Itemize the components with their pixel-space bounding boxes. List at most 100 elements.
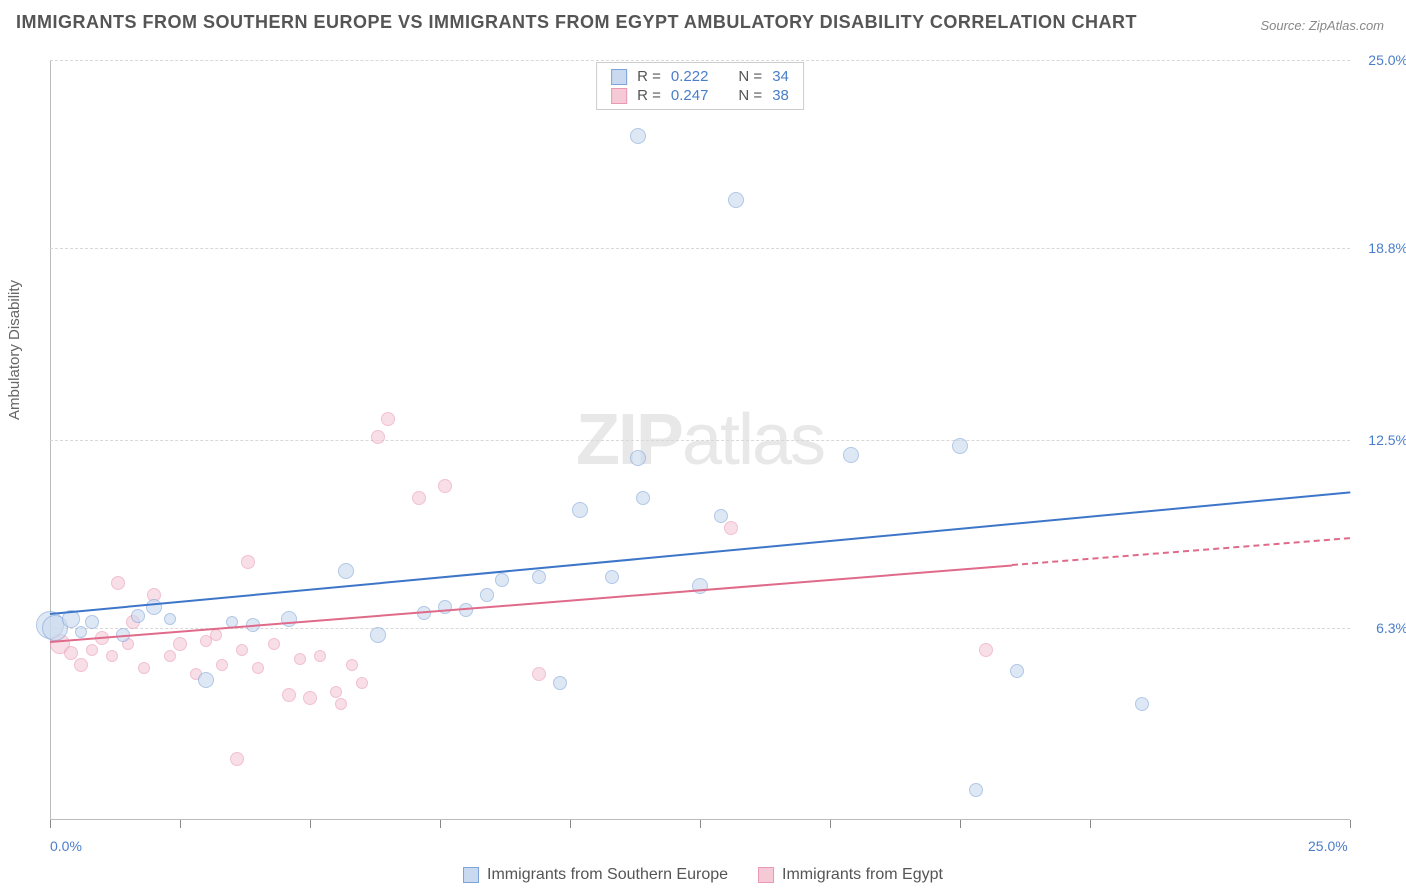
legend-label-2: Immigrants from Egypt (782, 866, 943, 884)
swatch-series2-icon (611, 88, 627, 104)
scatter-point (173, 637, 187, 651)
scatter-point (164, 613, 176, 625)
scatter-point (843, 447, 859, 463)
x-tick-mark (830, 820, 831, 828)
scatter-point (75, 626, 87, 638)
y-tick-label: 6.3% (1358, 620, 1406, 636)
scatter-point (314, 650, 326, 662)
scatter-point (335, 698, 347, 710)
x-tick-mark (50, 820, 51, 828)
scatter-point (198, 672, 214, 688)
stats-row-series2: R = 0.247 N = 38 (611, 86, 789, 105)
scatter-point (412, 491, 426, 505)
scatter-point (438, 479, 452, 493)
legend-swatch1-icon (463, 867, 479, 883)
scatter-point (252, 662, 264, 674)
x-tick-label: 25.0% (1308, 838, 1348, 854)
x-tick-mark (700, 820, 701, 828)
chart-plot-area: ZIPatlas R = 0.222 N = 34 R = 0.247 N = … (50, 60, 1350, 820)
n-value-1: 34 (772, 68, 789, 85)
scatter-point (532, 667, 546, 681)
scatter-point (724, 521, 738, 535)
n-value-2: 38 (772, 87, 789, 104)
scatter-point (480, 588, 494, 602)
scatter-point (728, 192, 744, 208)
scatter-point (146, 599, 162, 615)
r-value-2: 0.247 (671, 87, 709, 104)
scatter-point (572, 502, 588, 518)
scatter-point (370, 627, 386, 643)
scatter-point (241, 555, 255, 569)
scatter-point (282, 688, 296, 702)
x-tick-label: 0.0% (50, 838, 82, 854)
scatter-point (106, 650, 118, 662)
legend-swatch2-icon (758, 867, 774, 883)
scatter-point (210, 629, 222, 641)
scatter-point (294, 653, 306, 665)
scatter-point (495, 573, 509, 587)
legend-item-series2: Immigrants from Egypt (758, 866, 943, 884)
grid-line (50, 60, 1350, 61)
scatter-point (131, 609, 145, 623)
trend-line-dashed (1012, 537, 1350, 566)
y-tick-label: 12.5% (1358, 432, 1406, 448)
legend-item-series1: Immigrants from Southern Europe (463, 866, 728, 884)
stats-row-series1: R = 0.222 N = 34 (611, 67, 789, 86)
scatter-point (86, 644, 98, 656)
scatter-point (338, 563, 354, 579)
scatter-point (74, 658, 88, 672)
chart-title: IMMIGRANTS FROM SOUTHERN EUROPE VS IMMIG… (16, 12, 1137, 33)
x-tick-mark (180, 820, 181, 828)
legend-bottom: Immigrants from Southern Europe Immigran… (463, 866, 943, 884)
x-tick-mark (960, 820, 961, 828)
scatter-point (714, 509, 728, 523)
grid-line (50, 248, 1350, 249)
r-label-1: R = (637, 68, 661, 85)
scatter-point (532, 570, 546, 584)
y-tick-label: 18.8% (1358, 240, 1406, 256)
y-tick-label: 25.0% (1358, 52, 1406, 68)
scatter-point (330, 686, 342, 698)
scatter-point (216, 659, 228, 671)
scatter-point (636, 491, 650, 505)
swatch-series1-icon (611, 69, 627, 85)
scatter-point (371, 430, 385, 444)
scatter-point (381, 412, 395, 426)
x-tick-mark (1090, 820, 1091, 828)
scatter-point (1010, 664, 1024, 678)
scatter-point (630, 128, 646, 144)
scatter-point (64, 646, 78, 660)
r-value-1: 0.222 (671, 68, 709, 85)
scatter-point (969, 783, 983, 797)
legend-label-1: Immigrants from Southern Europe (487, 866, 728, 884)
scatter-point (236, 644, 248, 656)
scatter-point (281, 611, 297, 627)
scatter-point (356, 677, 368, 689)
scatter-point (230, 752, 244, 766)
scatter-point (438, 600, 452, 614)
stats-legend-box: R = 0.222 N = 34 R = 0.247 N = 38 (596, 62, 804, 110)
scatter-point (553, 676, 567, 690)
scatter-point (303, 691, 317, 705)
scatter-point (268, 638, 280, 650)
r-label-2: R = (637, 87, 661, 104)
x-tick-mark (570, 820, 571, 828)
scatter-point (138, 662, 150, 674)
source-attribution: Source: ZipAtlas.com (1260, 18, 1384, 33)
scatter-point (605, 570, 619, 584)
scatter-point (952, 438, 968, 454)
scatter-point (630, 450, 646, 466)
x-tick-mark (310, 820, 311, 828)
scatter-point (111, 576, 125, 590)
x-tick-mark (440, 820, 441, 828)
n-label-1: N = (738, 68, 762, 85)
scatter-point (979, 643, 993, 657)
scatter-point (85, 615, 99, 629)
n-label-2: N = (738, 87, 762, 104)
scatter-point (1135, 697, 1149, 711)
y-axis-label: Ambulatory Disability (6, 280, 23, 420)
scatter-point (164, 650, 176, 662)
x-tick-mark (1350, 820, 1351, 828)
scatter-point (346, 659, 358, 671)
grid-line (50, 628, 1350, 629)
